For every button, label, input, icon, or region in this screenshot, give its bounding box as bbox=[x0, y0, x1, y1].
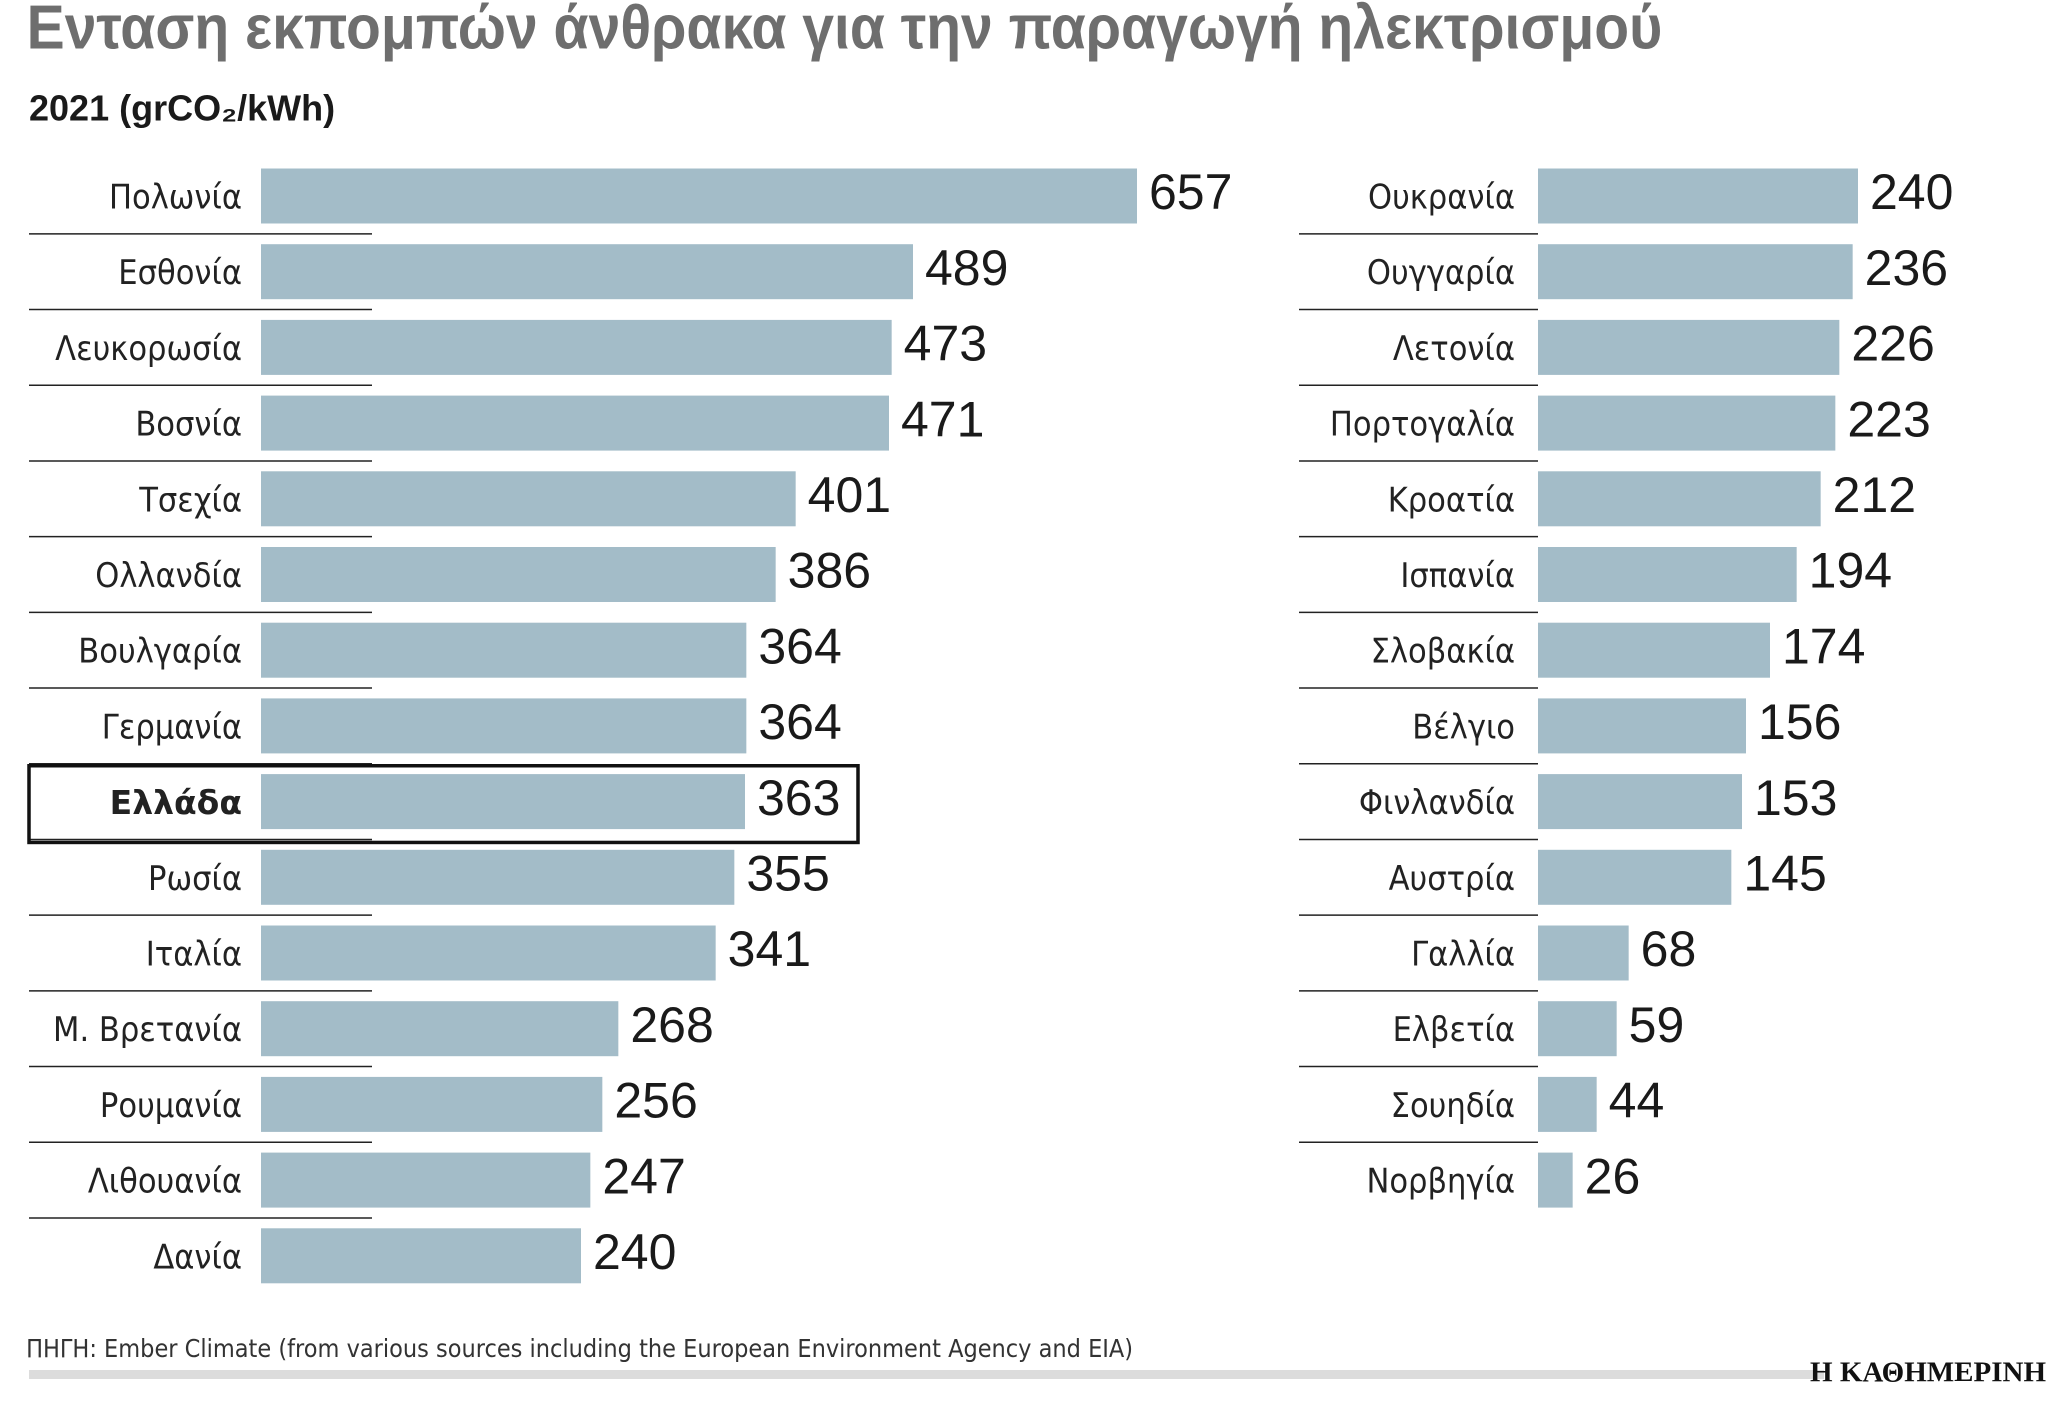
bar bbox=[1538, 319, 1840, 375]
category-label: Πολωνία bbox=[109, 178, 242, 218]
category-label: Βοσνία bbox=[135, 405, 242, 445]
value-label: 364 bbox=[758, 694, 841, 750]
bar bbox=[261, 698, 747, 754]
value-label: 223 bbox=[1847, 391, 1930, 447]
value-label: 341 bbox=[728, 921, 811, 977]
bar bbox=[1538, 1076, 1597, 1132]
value-label: 44 bbox=[1609, 1073, 1665, 1129]
category-label: Νορβηγία bbox=[1366, 1162, 1515, 1202]
category-label: Βουλγαρία bbox=[78, 632, 242, 672]
bar bbox=[261, 319, 892, 375]
category-label: Ρωσία bbox=[148, 859, 242, 899]
bar bbox=[261, 622, 747, 678]
category-label: Γαλλία bbox=[1411, 935, 1515, 975]
value-label: 363 bbox=[757, 770, 840, 826]
bar bbox=[261, 774, 745, 830]
value-label: 247 bbox=[602, 1148, 685, 1204]
bar bbox=[261, 395, 889, 451]
bar bbox=[1538, 925, 1629, 981]
bar bbox=[261, 471, 796, 527]
value-label: 473 bbox=[904, 316, 987, 372]
category-label: Ρουμανία bbox=[100, 1086, 242, 1126]
category-label: Πορτογαλία bbox=[1330, 405, 1515, 445]
value-label: 26 bbox=[1585, 1148, 1641, 1204]
bar bbox=[261, 925, 716, 981]
category-label: Γερμανία bbox=[102, 707, 242, 747]
value-label: 401 bbox=[808, 467, 891, 523]
value-label: 364 bbox=[758, 618, 841, 674]
category-label: Λευκορωσία bbox=[55, 329, 242, 369]
category-label: Σουηδία bbox=[1391, 1086, 1515, 1126]
category-label: Εσθονία bbox=[118, 253, 242, 293]
value-label: 153 bbox=[1754, 770, 1837, 826]
value-label: 212 bbox=[1833, 467, 1916, 523]
value-label: 386 bbox=[788, 543, 871, 599]
category-label: Δανία bbox=[153, 1237, 242, 1277]
brand: Η ΚΑΘΗΜΕΡΙΝΗ bbox=[1810, 1357, 2046, 1389]
bar bbox=[261, 849, 735, 905]
bar bbox=[261, 1076, 603, 1132]
bar bbox=[261, 244, 913, 300]
bar bbox=[261, 1152, 591, 1208]
category-label: Ισπανία bbox=[1400, 556, 1515, 596]
bar bbox=[1538, 698, 1746, 754]
bar bbox=[261, 1228, 581, 1284]
category-label: Ελβετία bbox=[1393, 1010, 1515, 1050]
footer-rule bbox=[29, 1370, 1824, 1379]
category-label: Φινλανδία bbox=[1359, 783, 1515, 823]
value-label: 657 bbox=[1149, 164, 1232, 220]
value-label: 236 bbox=[1865, 240, 1948, 296]
bar bbox=[1538, 1152, 1573, 1208]
bar bbox=[1538, 395, 1836, 451]
category-label: Βέλγιο bbox=[1412, 707, 1515, 747]
category-label: Κροατία bbox=[1388, 480, 1515, 520]
bar bbox=[261, 168, 1137, 224]
chart-subtitle: 2021 (grCO₂/kWh) bbox=[29, 88, 335, 129]
category-label: Ουκρανία bbox=[1368, 178, 1515, 218]
bar bbox=[1538, 168, 1858, 224]
bar bbox=[1538, 1001, 1617, 1057]
category-label: Ολλανδία bbox=[95, 556, 242, 596]
bar bbox=[1538, 849, 1732, 905]
value-label: 59 bbox=[1629, 997, 1685, 1053]
bar bbox=[1538, 774, 1742, 830]
highlight-box bbox=[27, 764, 860, 845]
category-label: Τσεχία bbox=[138, 480, 242, 520]
category-label: Σλοβακία bbox=[1371, 632, 1515, 672]
value-label: 240 bbox=[593, 1224, 676, 1280]
value-label: 256 bbox=[614, 1073, 697, 1129]
value-label: 156 bbox=[1758, 694, 1841, 750]
bar bbox=[261, 547, 776, 602]
value-label: 226 bbox=[1851, 316, 1934, 372]
value-label: 471 bbox=[901, 391, 984, 447]
value-label: 68 bbox=[1641, 921, 1697, 977]
value-label: 194 bbox=[1809, 543, 1892, 599]
bar bbox=[1538, 244, 1853, 300]
category-label: Λιθουανία bbox=[88, 1162, 242, 1202]
category-label: Ελλάδα bbox=[110, 783, 242, 822]
bar bbox=[1538, 471, 1821, 527]
category-label: Λετονία bbox=[1393, 329, 1515, 369]
value-label: 355 bbox=[746, 846, 829, 902]
bar bbox=[1538, 622, 1770, 678]
value-label: 240 bbox=[1870, 164, 1953, 220]
bar bbox=[1538, 547, 1797, 602]
category-label: Μ. Βρετανία bbox=[53, 1010, 242, 1050]
bar bbox=[261, 1001, 619, 1057]
value-label: 174 bbox=[1782, 618, 1865, 674]
chart-title: Ενταση εκπομπών άνθρακα για την παραγωγή… bbox=[27, 0, 1663, 62]
value-label: 268 bbox=[630, 997, 713, 1053]
source: ΠΗΓΗ: Ember Climate (from various source… bbox=[26, 1334, 1133, 1363]
value-label: 489 bbox=[925, 240, 1008, 296]
value-label: 145 bbox=[1743, 846, 1826, 902]
category-label: Ιταλία bbox=[146, 935, 242, 975]
category-label: Αυστρία bbox=[1389, 859, 1515, 899]
category-label: Ουγγαρία bbox=[1367, 253, 1515, 293]
